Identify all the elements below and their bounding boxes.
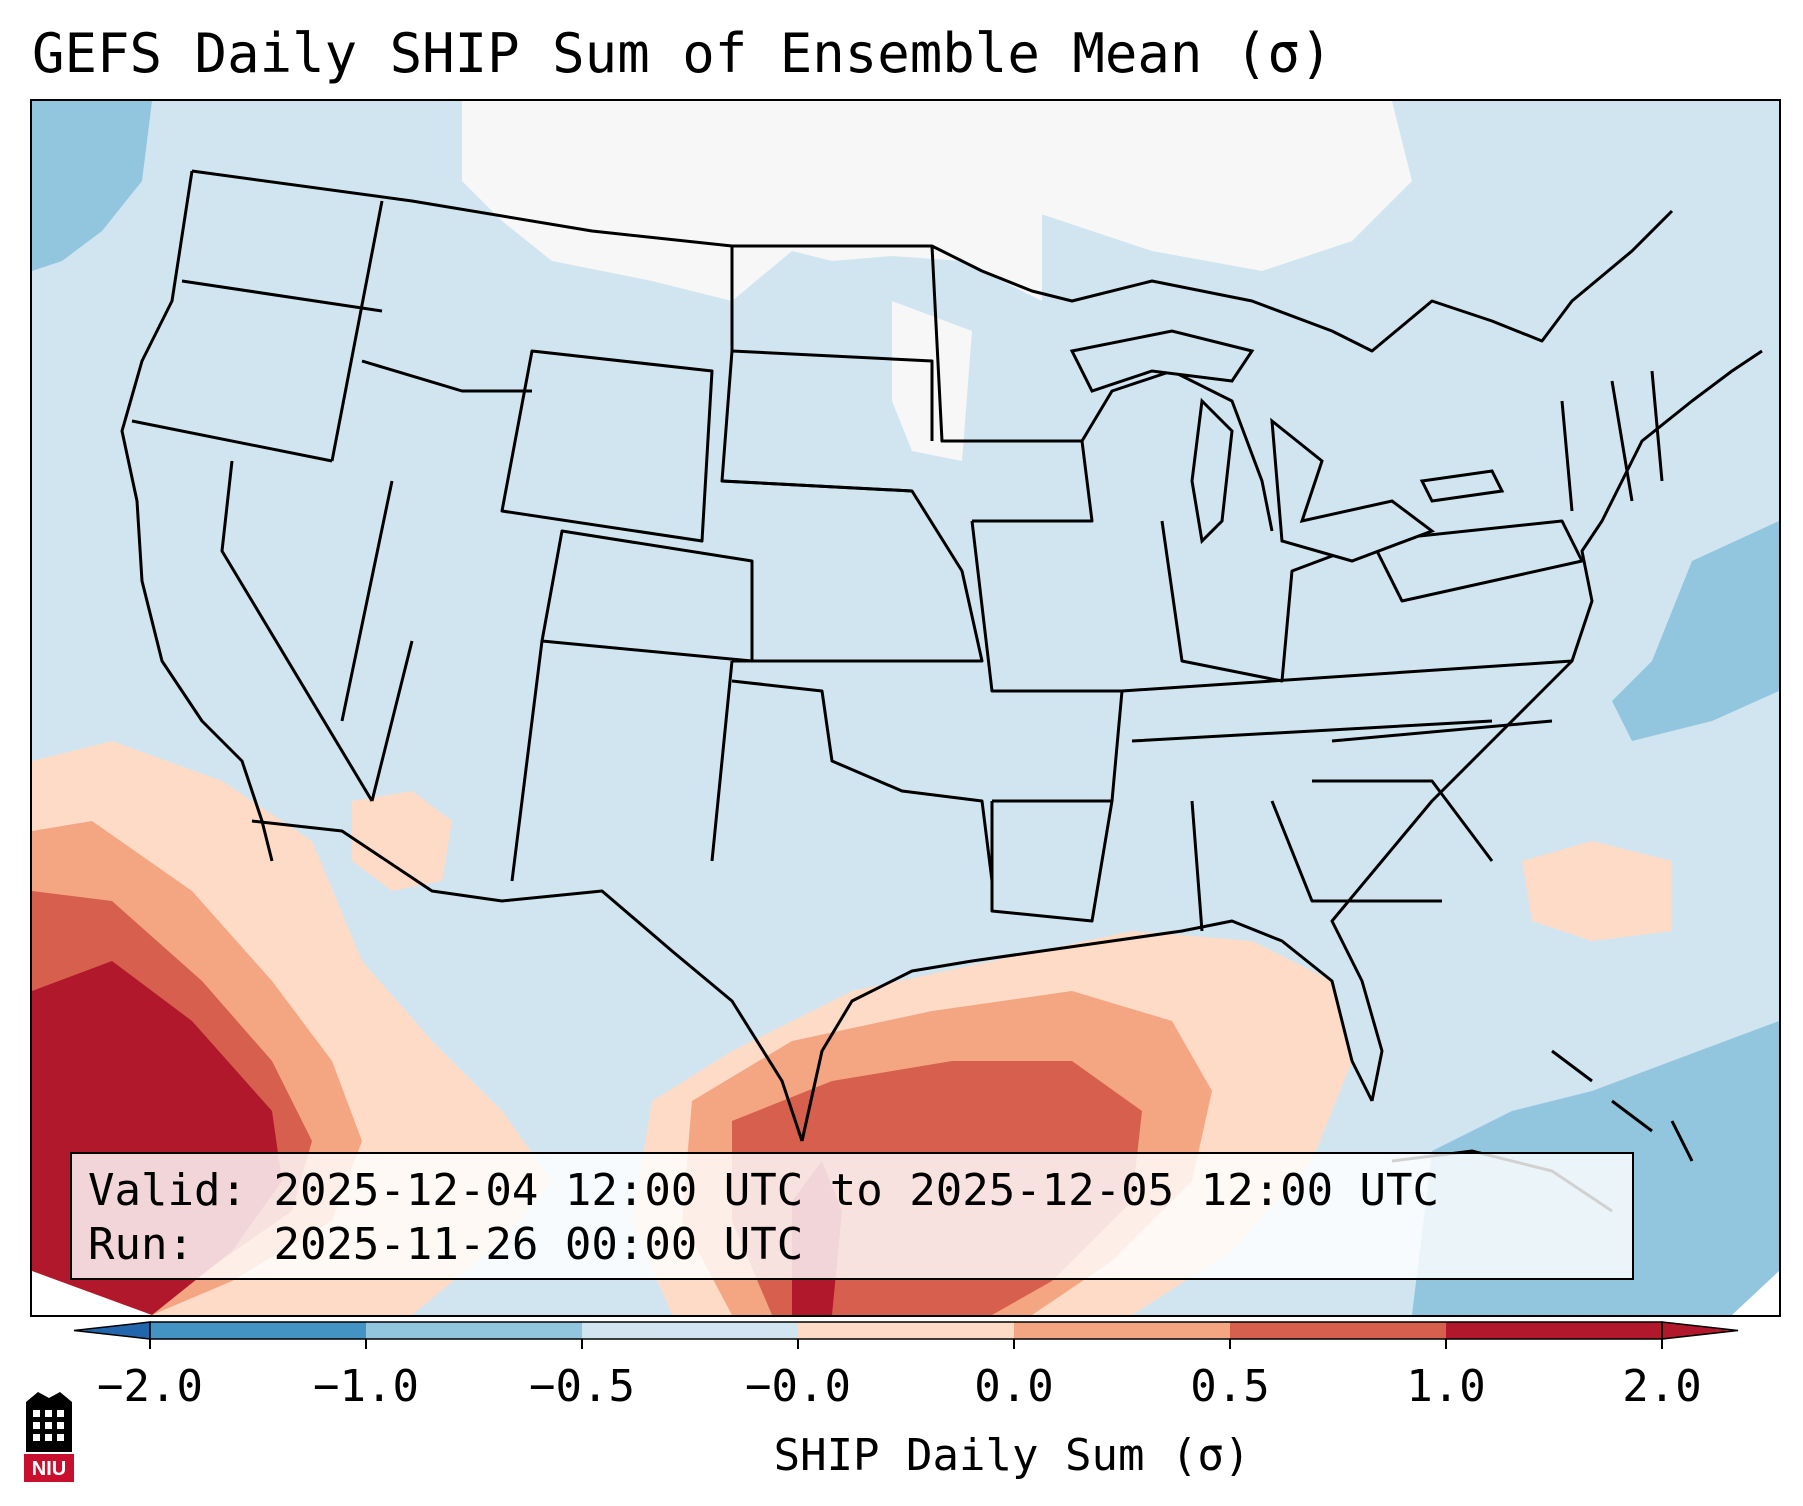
near-zero-region-north [462, 101, 1042, 301]
state-border-la-ms [990, 800, 1114, 923]
state-border-mo-ar [970, 520, 1124, 803]
state-border-mt-south [361, 359, 532, 393]
us-mexico-border [251, 819, 804, 1142]
valid-value: 2025-12-04 12:00 UTC to 2025-12-05 12:00… [273, 1165, 1440, 1216]
state-border-or-ca [131, 419, 333, 463]
projection-edge-right [1732, 1271, 1779, 1315]
state-border-pa-ny [1370, 519, 1584, 603]
lake-michigan [1190, 397, 1234, 545]
state-border-nv [220, 460, 374, 802]
near-zero-region-northeast [962, 101, 1412, 271]
colorbar-tick-label: −0.5 [529, 1361, 635, 1412]
projection-edge [32, 1271, 152, 1315]
state-border-al-ga [1190, 800, 1442, 932]
run-value: 2025-11-26 00:00 UTC [273, 1219, 804, 1270]
positive-region-arizona [352, 791, 452, 891]
colorbar-segments [73, 1321, 1739, 1349]
run-label: Run: [88, 1219, 194, 1270]
lake-huron-erie [1270, 417, 1436, 563]
colorbar-outline [149, 1321, 1663, 1340]
positive-region-atlantic-patch [1522, 841, 1672, 941]
great-lakes [1069, 329, 1505, 563]
niu-logo: NIU [24, 1392, 74, 1482]
state-border-tn-ky [1121, 659, 1573, 743]
negative-region-atlantic-east [1612, 521, 1779, 741]
state-border-wa-or [181, 279, 383, 313]
logo-text: NIU [32, 1458, 66, 1480]
negative-region-pacific-nw [32, 101, 152, 271]
page-title: GEFS Daily SHIP Sum of Ensemble Mean (σ) [32, 22, 1333, 85]
colorbar-segment [366, 1322, 582, 1339]
state-border-ok-tx [731, 679, 994, 882]
colorbar-segment [582, 1322, 798, 1339]
colorbar-extend-low [73, 1321, 151, 1340]
map-panel: Valid: 2025-12-04 12:00 UTC to 2025-12-0… [30, 99, 1781, 1317]
gulf-coastline [800, 919, 1374, 1142]
west-coastline [120, 170, 274, 862]
colorbar-segment [1014, 1322, 1230, 1339]
lake-ontario [1419, 469, 1505, 503]
colorbar-segment [1230, 1322, 1446, 1339]
colorbar-tick-label: −1.0 [313, 1361, 419, 1412]
bahamas [1551, 1049, 1694, 1162]
valid-time-box: Valid: 2025-12-04 12:00 UTC to 2025-12-0… [70, 1152, 1634, 1280]
colorbar-tick-label: 0.0 [974, 1361, 1054, 1412]
state-border-id-east [330, 200, 384, 462]
colorbar-extend-high [1661, 1321, 1739, 1340]
state-border-ne-ks [721, 479, 984, 663]
state-border-great-lakes [1080, 369, 1274, 532]
state-border-ut [340, 480, 394, 722]
colorbar-segment [150, 1322, 366, 1339]
state-border-new-england [1560, 370, 1664, 512]
state-border-wy [500, 349, 714, 543]
map-svg [32, 101, 1779, 1315]
boundary-lines [120, 169, 1763, 1142]
colorbar-tick-label: 2.0 [1622, 1361, 1702, 1412]
colorbar-segment [798, 1322, 1014, 1339]
colorbar-tick-label: −0.0 [745, 1361, 851, 1412]
colorbar-label: SHIP Daily Sum (σ) [773, 1430, 1251, 1481]
state-border-co [540, 529, 754, 663]
colorbar-segment [1446, 1322, 1662, 1339]
colorbar-tick-label: 0.5 [1190, 1361, 1270, 1412]
valid-label: Valid: [88, 1165, 247, 1216]
state-border-az-nm [370, 640, 734, 882]
shading-layer [32, 101, 1779, 1315]
state-border-carolinas [1312, 719, 1553, 862]
lake-superior [1069, 329, 1255, 393]
us-canada-border [191, 169, 1674, 353]
colorbar-tick-label: −2.0 [97, 1361, 203, 1412]
colorbar-tick-label: 1.0 [1406, 1361, 1486, 1412]
